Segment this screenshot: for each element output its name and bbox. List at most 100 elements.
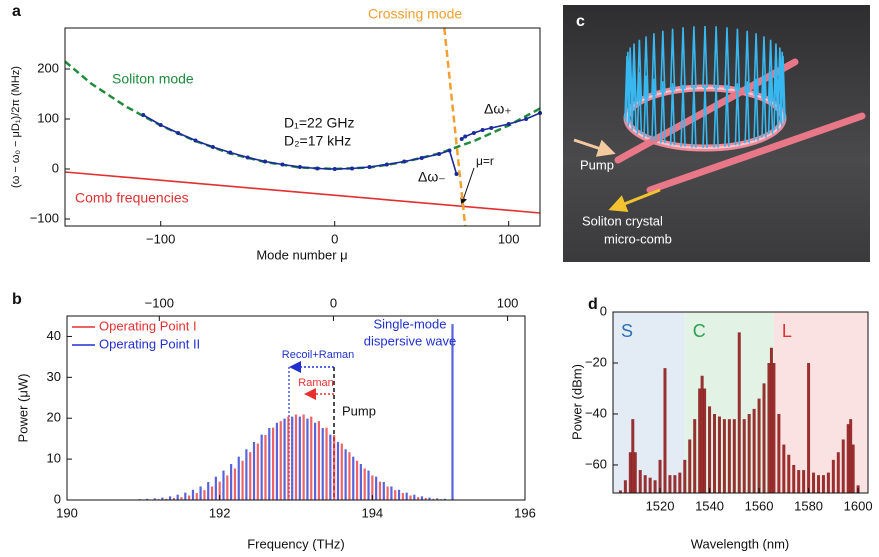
comb-spike <box>631 68 637 131</box>
comb-spike <box>631 43 637 106</box>
comb-spike <box>761 36 767 99</box>
x-tick-label: 190 <box>56 505 78 520</box>
plot-frame <box>612 311 869 494</box>
annotation: D₂=17 kHz <box>284 133 351 149</box>
annotation: Raman <box>298 377 333 389</box>
data-point <box>489 126 494 130</box>
annotation: Single-mode <box>374 316 447 331</box>
illustration-text: Pump <box>580 157 614 172</box>
data-point <box>315 166 320 171</box>
comb-spike <box>660 30 666 93</box>
pump-arrow <box>573 138 616 157</box>
data-point <box>524 117 529 121</box>
y-tick-label: 100 <box>37 110 59 125</box>
panel-label: c <box>576 13 585 30</box>
x-tick-label: 1580 <box>794 498 823 513</box>
comb-spike <box>651 33 657 96</box>
comb-spike <box>669 28 676 91</box>
data-point <box>193 138 198 143</box>
comb-spike <box>753 78 759 141</box>
data-point <box>350 166 355 171</box>
data-point <box>454 172 459 176</box>
y-tick-label: 10 <box>47 451 61 466</box>
data-point <box>419 156 424 160</box>
plot-frame <box>66 315 526 501</box>
x-tick-label: 100 <box>498 231 520 246</box>
comb-spike <box>702 85 708 149</box>
comb-spike <box>660 81 666 144</box>
x-tick-label: 194 <box>361 505 383 520</box>
data-point <box>471 131 476 135</box>
y-tick-label: −60 <box>585 456 607 471</box>
data-point <box>384 162 389 167</box>
x-tick-label: 1560 <box>745 498 774 513</box>
annotation: Δω₋ <box>418 169 446 185</box>
data-point <box>447 148 452 153</box>
data-point <box>263 159 268 164</box>
x-tick-label: 0 <box>331 231 338 246</box>
comb-spike <box>767 39 774 102</box>
data-point <box>158 123 163 127</box>
x-axis-label: Mode number μ <box>256 247 347 262</box>
series-line <box>65 60 540 171</box>
data-point <box>141 113 146 117</box>
comb-spike <box>744 81 750 144</box>
data-point <box>480 128 485 132</box>
comb-spike <box>643 36 649 99</box>
legend-label: Operating Point I <box>99 318 197 333</box>
y-tick-label: 40 <box>47 328 61 343</box>
comb-spike <box>669 83 676 146</box>
x2-tick-label: 0 <box>330 295 337 310</box>
y-tick-label: 20 <box>47 410 61 425</box>
y-tick-label: −40 <box>585 405 607 420</box>
annotation: μ=r <box>476 154 494 168</box>
y-tick-label: 0 <box>54 491 61 506</box>
plot-frame <box>64 27 541 227</box>
comb-spike <box>636 39 643 102</box>
x-tick-label: 1540 <box>695 498 724 513</box>
data-point <box>332 167 337 171</box>
data-point <box>228 150 233 155</box>
illustration-text: micro-comb <box>604 231 672 246</box>
panel-label: d <box>588 296 598 313</box>
band <box>613 312 685 493</box>
band-label: L <box>782 321 792 341</box>
comb-spike <box>713 26 719 89</box>
x2-tick-label: −100 <box>145 295 174 310</box>
series-line <box>443 28 467 226</box>
series-label: Soliton mode <box>112 71 194 87</box>
x-axis-label: Frequency (THz) <box>247 536 345 551</box>
comb-spike <box>744 30 750 93</box>
comb-spike <box>636 72 643 135</box>
y-tick-label: 30 <box>47 369 61 384</box>
comb-spike <box>691 85 697 148</box>
annotation: D₁=22 GHz <box>284 115 354 131</box>
x-tick-label: 1600 <box>844 498 873 513</box>
comb-spike <box>734 28 741 91</box>
band-label: S <box>621 321 633 341</box>
comb-spike <box>724 27 730 90</box>
data-point <box>506 122 511 126</box>
comb-spike <box>767 72 774 135</box>
legend-label: Operating Point II <box>99 336 200 351</box>
comb-spike <box>702 25 708 89</box>
annotation-arrows <box>288 167 475 500</box>
data-point <box>367 165 372 169</box>
drop-waveguide <box>646 112 866 194</box>
x-tick-label: 1520 <box>646 498 675 513</box>
y-tick-label: 0 <box>52 160 59 175</box>
annotation: Δω₊ <box>484 101 512 117</box>
data-point <box>280 162 285 167</box>
x-tick-label: −100 <box>146 231 175 246</box>
comb-spike <box>773 68 779 131</box>
y-tick-label: 0 <box>600 303 607 318</box>
x-tick-label: 196 <box>514 505 536 520</box>
data-point <box>176 131 181 135</box>
series-line <box>65 171 540 214</box>
series-label: Comb frequencies <box>75 190 189 206</box>
comb-spike <box>713 85 719 148</box>
x-axis-label: Wavelength (nm) <box>691 536 790 551</box>
y-tick-label: −100 <box>30 210 59 225</box>
comb-spike <box>680 27 686 90</box>
